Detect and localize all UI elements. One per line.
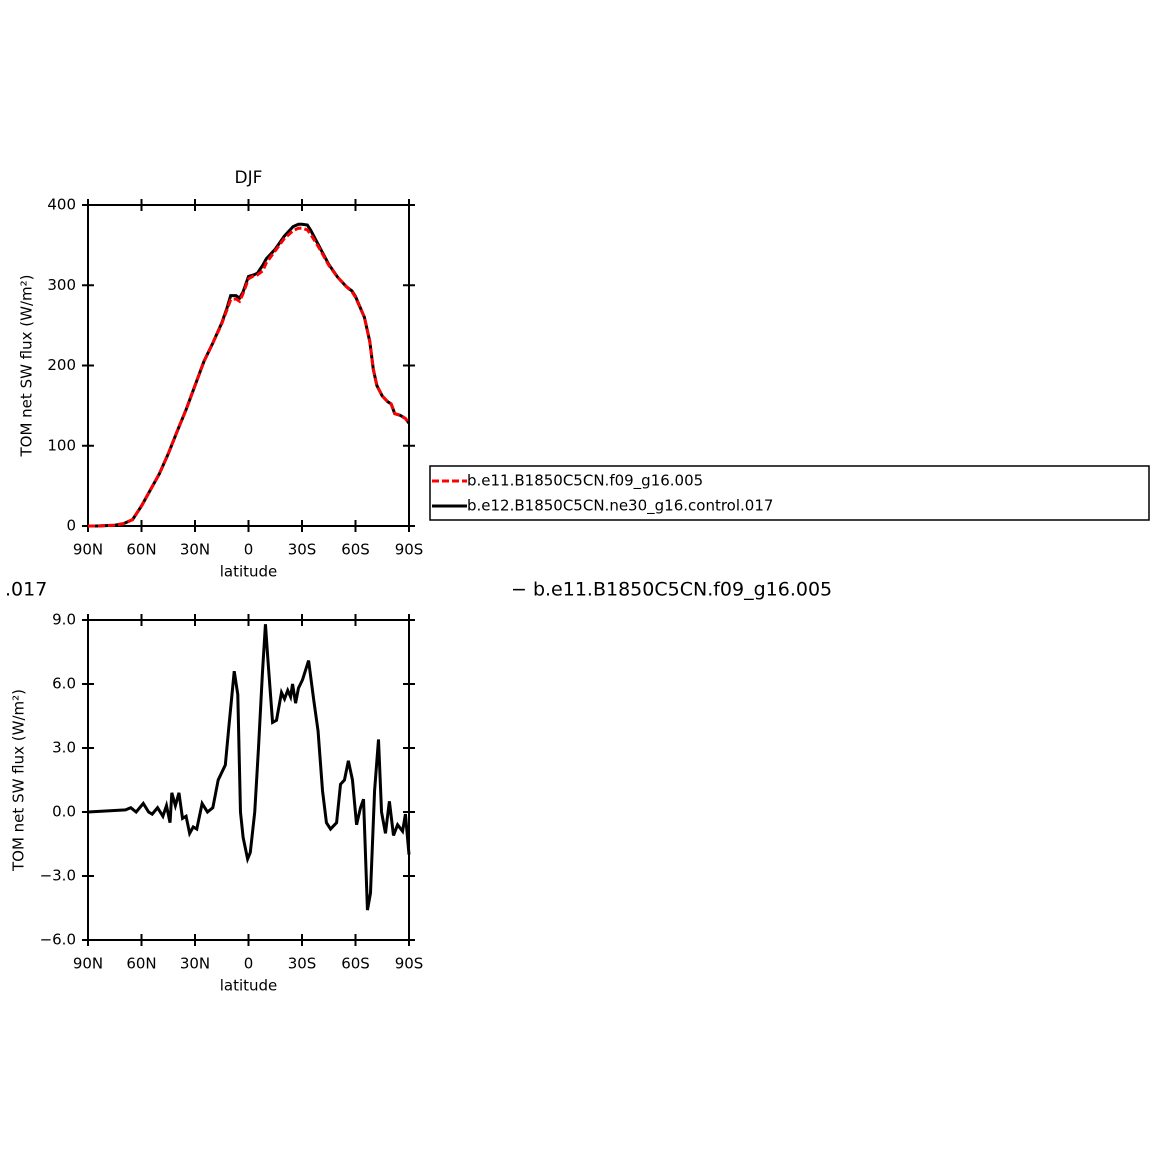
- plot-frame: [87, 619, 410, 941]
- legend-label: b.e12.B1850C5CN.ne30_g16.control.017: [467, 497, 773, 516]
- y-tick-label: 100: [47, 436, 76, 454]
- x-tick-label: 30S: [288, 955, 317, 973]
- data-line: [88, 222, 411, 528]
- x-tick-label: 90N: [73, 955, 103, 973]
- plot-frame: [87, 204, 410, 527]
- x-tick-label: 90S: [395, 955, 424, 973]
- x-tick-label: 60S: [341, 541, 370, 559]
- chart-title: DJF: [235, 168, 263, 188]
- y-tick-label: 0: [66, 517, 76, 535]
- data-line: [88, 226, 411, 528]
- x-tick-label: 0: [244, 955, 254, 973]
- y-tick-label: 9.0: [52, 611, 76, 629]
- data-line: [87, 624, 411, 911]
- x-axis-label: latitude: [220, 563, 278, 581]
- annotation: .017: [5, 579, 47, 601]
- y-tick-label: 6.0: [52, 675, 76, 693]
- legend-box: [429, 465, 1150, 521]
- x-tick-label: 90S: [395, 541, 424, 559]
- y-tick-label: −6.0: [40, 931, 76, 949]
- x-tick-label: 0: [244, 541, 254, 559]
- x-tick-label: 90N: [73, 541, 103, 559]
- x-tick-label: 30N: [180, 541, 210, 559]
- y-tick-label: 400: [47, 196, 76, 214]
- y-tick-label: 300: [47, 276, 76, 294]
- x-tick-label: 60N: [126, 955, 156, 973]
- x-tick-label: 30S: [288, 541, 317, 559]
- y-tick-label: 0.0: [52, 803, 76, 821]
- annotation: − b.e11.B1850C5CN.f09_g16.005: [511, 579, 832, 601]
- legend-label: b.e11.B1850C5CN.f09_g16.005: [467, 472, 703, 491]
- y-tick-label: 3.0: [52, 739, 76, 757]
- x-tick-label: 60N: [126, 541, 156, 559]
- y-axis-label: TOM net SW flux (W/m²): [10, 689, 28, 872]
- x-tick-label: 60S: [341, 955, 370, 973]
- x-tick-label: 30N: [180, 955, 210, 973]
- y-tick-label: 200: [47, 356, 76, 374]
- y-tick-label: −3.0: [40, 867, 76, 885]
- x-axis-label: latitude: [220, 977, 278, 995]
- y-axis-label: TOM net SW flux (W/m²): [18, 275, 36, 458]
